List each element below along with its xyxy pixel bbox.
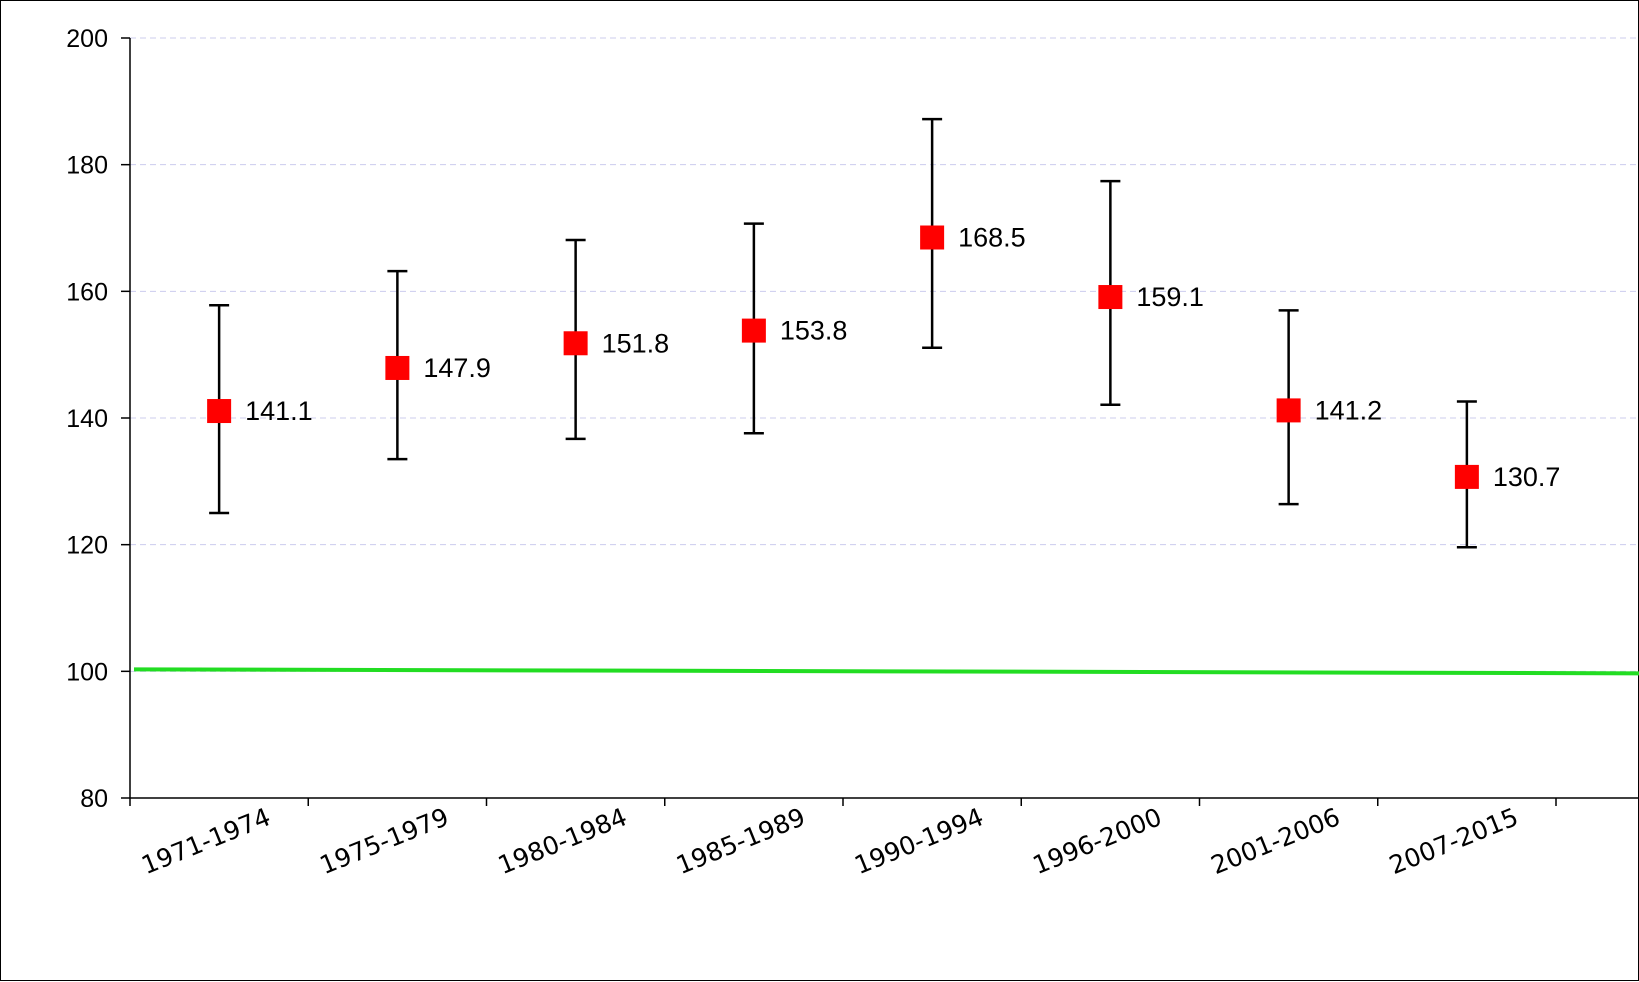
y-tick-label: 160 <box>66 278 108 306</box>
data-point-1990-1994 <box>920 225 945 250</box>
x-tick-label: 1971-1974 <box>137 802 274 880</box>
axes <box>121 37 1639 806</box>
data-label: 147.9 <box>423 353 491 383</box>
y-tick-label: 140 <box>66 405 108 433</box>
data-label: 130.7 <box>1493 462 1561 492</box>
x-tick-label: 1990-1994 <box>850 802 987 880</box>
data-label: 141.1 <box>245 396 313 426</box>
x-tick-label: 1980-1984 <box>494 802 631 880</box>
error-bars <box>209 117 1477 549</box>
reference-line <box>133 667 1639 676</box>
y-tick-labels: 80 100 120 140 160 180 200 <box>66 25 108 813</box>
y-tick-label: 200 <box>66 25 108 53</box>
y-tick-label: 120 <box>66 532 108 560</box>
x-tick-label: 2007-2015 <box>1385 802 1522 880</box>
data-point-1980-1984 <box>563 331 588 356</box>
x-tick-label: 2001-2006 <box>1207 802 1344 880</box>
y-tick-label: 100 <box>66 658 108 686</box>
x-tick-label: 1975-1979 <box>316 802 453 880</box>
x-tick-label: 1996-2000 <box>1029 802 1166 880</box>
data-point-2007-2015 <box>1454 464 1479 489</box>
gridlines <box>130 37 1639 672</box>
data-point-1996-2000 <box>1098 285 1123 310</box>
x-tick-labels: 1971-1974 1975-1979 1980-1984 1985-1989 1990… <box>137 802 1522 880</box>
data-labels: 141.1 147.9 151.8 153.8 168.5 159.1 141.2 130.7 <box>245 223 1560 492</box>
x-tick-label: 1985-1989 <box>672 802 809 880</box>
data-point-2001-2006 <box>1276 398 1301 423</box>
data-label: 141.2 <box>1315 395 1383 425</box>
data-label: 151.8 <box>602 328 670 358</box>
data-label: 168.5 <box>958 223 1026 253</box>
data-point-1971-1974 <box>207 399 232 424</box>
data-markers <box>207 225 1479 489</box>
y-tick-label: 180 <box>66 152 108 180</box>
y-tick-label: 80 <box>80 785 108 813</box>
data-label: 159.1 <box>1136 282 1204 312</box>
data-point-1975-1979 <box>385 355 410 380</box>
data-label: 153.8 <box>780 316 848 346</box>
data-point-1985-1989 <box>741 318 766 343</box>
reference-line-100 <box>133 667 1639 676</box>
